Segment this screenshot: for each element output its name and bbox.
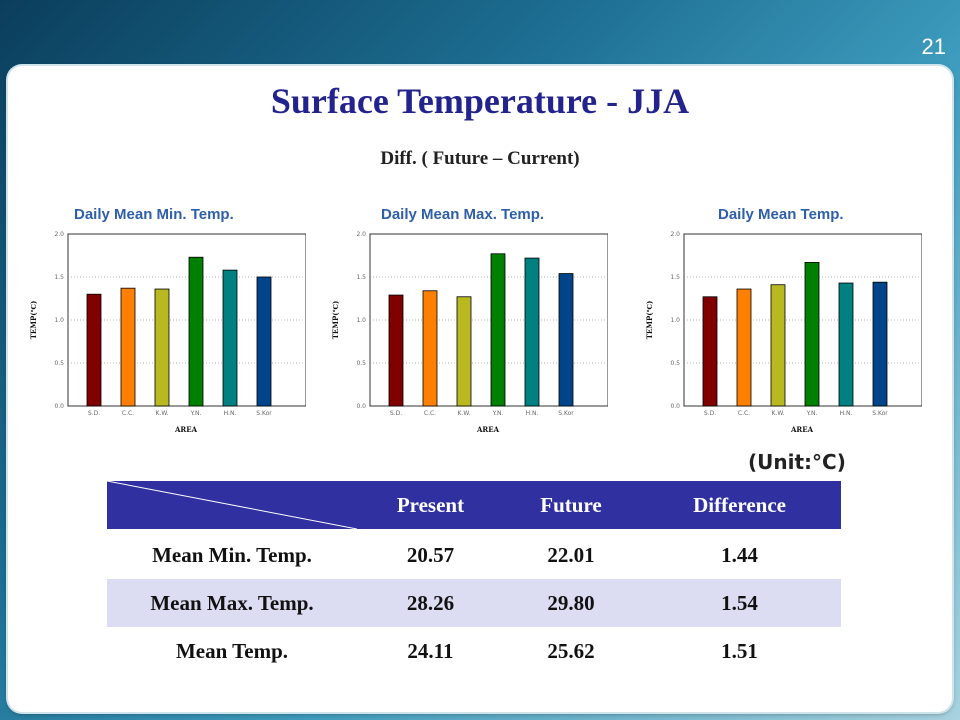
bar [490,253,506,407]
chart-max-temp: 0.0 0.5 1.0 1.5 2.0 S.D. C.C. K.W. Y.N. H.N. S.Kor… [331,231,608,434]
table-row: Mean Temp. 24.11 25.62 1.51 [107,627,841,675]
bar [388,294,404,407]
x-axis-label: AREA [790,425,814,434]
x-tick-label: Y.N. [806,410,818,417]
chart-title-min: Daily Mean Min. Temp. [74,206,234,223]
x-axis-label: AREA [174,425,198,434]
bar [872,281,888,407]
x-tick-label: K.W. [458,410,471,417]
x-tick-label: S.Kor [872,410,888,417]
table-row: Mean Min. Temp. 20.57 22.01 1.44 [107,529,841,579]
x-tick-label: Y.N. [492,410,504,417]
y-tick-label: 0.0 [356,403,366,410]
table-cell: 1.44 [638,529,841,579]
y-axis-label: TEMP(℃) [645,301,654,340]
table-cell: 25.62 [503,627,639,675]
table-cell: 28.26 [357,579,504,627]
x-tick-label: S.Kor [558,410,574,417]
y-tick-label: 0.0 [670,403,680,410]
y-tick-label: 2.0 [54,231,64,238]
bar [86,293,102,407]
y-tick-label: 2.0 [670,231,680,238]
y-tick-label: 1.5 [356,274,366,281]
y-tick-label: 1.0 [54,317,64,324]
chart-min-temp: 0.0 0.5 1.0 1.5 2.0 S.D. C.C. K.W. Y.N. H.N. S.Kor… [29,231,306,434]
y-tick-label: 0.5 [54,360,64,367]
x-tick-label: H.N. [840,410,853,417]
slide-number: 21 [921,34,946,59]
bar [154,288,170,407]
table-cell: 24.11 [357,627,504,675]
y-tick-label: 1.0 [356,317,366,324]
x-tick-label: S.D. [390,410,402,417]
bar [702,296,718,407]
bar [736,288,752,407]
table-header-future: Future [540,492,602,517]
bar [770,284,786,407]
x-tick-label: H.N. [526,410,539,417]
table-cell: 22.01 [503,529,639,579]
table-corner-cell [107,481,357,530]
row-label: Mean Temp. [107,627,357,675]
table-row: Mean Max. Temp. 28.26 29.80 1.54 [107,579,841,627]
y-tick-label: 1.5 [670,274,680,281]
bar [120,287,136,407]
table-cell: 1.51 [638,627,841,675]
y-tick-label: 2.0 [356,231,366,238]
page-subtitle: Diff. ( Future – Current) [380,148,580,169]
bar [804,261,820,407]
table-cell: 1.54 [638,579,841,627]
table-header-row: Present Future Difference [107,481,841,530]
y-tick-label: 0.5 [670,360,680,367]
y-tick-label: 1.5 [54,274,64,281]
table-cell: 20.57 [357,529,504,579]
x-tick-label: H.N. [224,410,237,417]
table-cell: 29.80 [503,579,639,627]
corner-diagonal [107,481,357,529]
y-axis-label: TEMP(℃) [29,301,38,340]
chart-mean-temp: 0.0 0.5 1.0 1.5 2.0 S.D. C.C. K.W. Y.N. H.N. S.Kor… [645,231,922,434]
bar [256,276,272,407]
x-tick-label: S.D. [88,410,100,417]
bar [524,257,540,407]
summary-table: Present Future Difference Mean Min. Temp… [107,481,841,675]
bar [422,290,438,407]
x-tick-label: K.W. [772,410,785,417]
x-tick-label: Y.N. [190,410,202,417]
y-tick-label: 0.0 [54,403,64,410]
table-header-difference: Difference [693,492,786,517]
x-axis-label: AREA [476,425,500,434]
bar [456,296,472,407]
bar [188,256,204,407]
bar [558,273,574,407]
y-axis-label: TEMP(℃) [331,301,340,340]
bar [222,269,238,407]
x-tick-label: S.D. [704,410,716,417]
page-title: Surface Temperature - JJA [270,81,690,121]
unit-label: (Unit:°C) [748,450,846,474]
x-tick-label: C.C. [122,410,134,417]
y-tick-label: 0.5 [356,360,366,367]
row-label: Mean Max. Temp. [107,579,357,627]
table-header-present: Present [396,492,465,517]
x-tick-label: C.C. [424,410,436,417]
x-tick-label: S.Kor [256,410,272,417]
y-tick-label: 1.0 [670,317,680,324]
x-tick-label: C.C. [738,410,750,417]
chart-title-mean: Daily Mean Temp. [718,206,844,223]
bar [838,282,854,407]
chart-title-max: Daily Mean Max. Temp. [381,206,545,223]
x-tick-label: K.W. [156,410,169,417]
row-label: Mean Min. Temp. [107,529,357,579]
